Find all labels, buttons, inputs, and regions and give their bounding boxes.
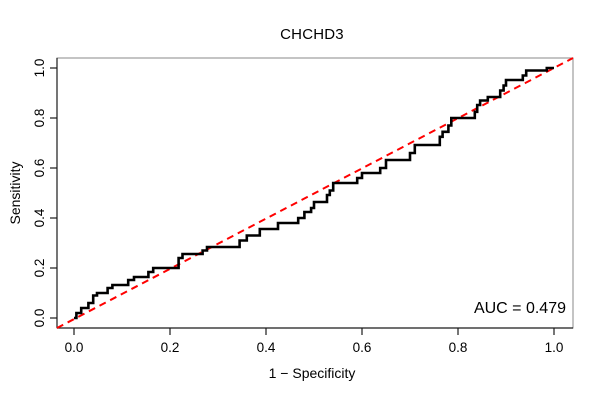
y-axis: 0.0 0.2 0.4 0.6 0.8 1.0	[32, 58, 58, 328]
y-tick-label: 0.0	[32, 309, 47, 328]
x-axis-label: 1 − Specificity	[269, 365, 356, 381]
x-tick-label: 0.2	[161, 340, 180, 355]
x-tick-label: 0.6	[353, 340, 372, 355]
roc-curve-line	[74, 66, 554, 320]
y-tick-label: 0.2	[32, 259, 47, 278]
x-tick-label: 0.0	[65, 340, 84, 355]
y-tick-label: 1.0	[32, 59, 47, 78]
auc-annotation: AUC = 0.479	[474, 300, 566, 317]
y-tick-label: 0.6	[32, 159, 47, 178]
y-tick-label: 0.4	[32, 208, 47, 227]
x-axis: 0.0 0.2 0.4 0.6 0.8 1.0	[57, 327, 573, 355]
plot-title: CHCHD3	[280, 26, 344, 43]
y-tick-label: 0.8	[32, 109, 47, 128]
x-tick-label: 1.0	[545, 340, 564, 355]
chance-diagonal-line	[56, 57, 574, 329]
x-tick-label: 0.4	[257, 340, 276, 355]
y-axis-label: Sensitivity	[7, 161, 23, 224]
x-tick-label: 0.8	[449, 340, 468, 355]
